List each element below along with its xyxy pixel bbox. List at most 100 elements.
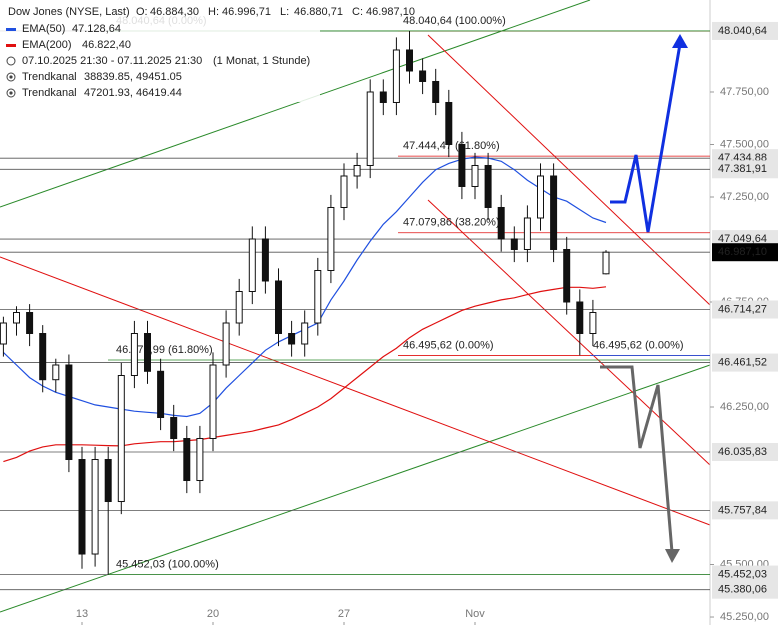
trend-channel <box>0 256 711 526</box>
candle-body <box>445 101 453 145</box>
x-tick-label: 27 <box>338 608 350 620</box>
channel-value: 38839.85, 49451.05 <box>84 71 182 83</box>
stat-name: C: <box>352 6 363 18</box>
candle-body <box>170 417 178 440</box>
price-tag-label: 45.380,06 <box>718 584 767 596</box>
legend-bg <box>0 0 320 102</box>
stat-name: L: <box>280 6 289 18</box>
y-tick-label: 47.500,00 <box>720 138 769 150</box>
price-tag <box>712 565 778 584</box>
fib-label: 46.495,62 (0.00%) <box>403 339 494 351</box>
x-tick-label: Nov <box>465 608 485 620</box>
trend-channel <box>0 0 591 208</box>
stat-value: 46.996,71 <box>222 6 271 18</box>
candle-body <box>39 333 47 381</box>
y-tick-label: 47.750,00 <box>720 86 769 98</box>
candle-body <box>301 322 309 345</box>
arrow-head <box>665 549 680 563</box>
candle-body <box>235 290 243 324</box>
price-tag-label: 47.049,64 <box>718 233 767 245</box>
price-tag-label: 45.452,03 <box>718 568 767 580</box>
candle-body <box>78 459 86 555</box>
price-tag <box>712 21 778 40</box>
trend-channel <box>427 199 711 466</box>
legend-label: EMA(50) <box>22 23 65 35</box>
candle-body <box>550 175 558 250</box>
candle-body <box>26 312 34 335</box>
projection-arrow <box>600 365 674 553</box>
legend-value: 47.128,64 <box>72 23 121 35</box>
projection-arrow <box>610 43 682 233</box>
candle-body <box>104 459 112 503</box>
ema-line <box>3 286 607 463</box>
candle-body <box>52 364 60 381</box>
candle-body <box>144 333 151 372</box>
price-tag <box>712 442 778 461</box>
candle-body <box>183 438 191 482</box>
candle-body <box>261 238 269 282</box>
candle-body <box>432 80 440 103</box>
fib-label: 48.040,64 (100.00%) <box>403 15 506 27</box>
candle-body <box>497 206 505 240</box>
stat-value: 46.987,10 <box>366 6 415 18</box>
stat-value: 46.884,30 <box>150 6 199 18</box>
price-tag-label: 45.757,84 <box>718 504 767 516</box>
candle-body <box>510 238 518 250</box>
price-tag-label: 46.987,10 <box>718 246 767 258</box>
price-tag-label: 47.381,91 <box>718 163 767 175</box>
candle-body <box>222 322 230 366</box>
candle-body <box>576 301 584 335</box>
candle-body <box>130 333 138 377</box>
arrow-head <box>672 34 688 48</box>
candle-body <box>458 143 466 187</box>
price-tag-label: 46.714,27 <box>718 303 767 315</box>
channel-name: Trendkanal <box>22 71 77 83</box>
legend-icon <box>9 75 13 79</box>
candle-body <box>275 280 282 335</box>
candle-body <box>523 217 531 250</box>
fib-label: 46.473,99 (61.80%) <box>116 344 213 356</box>
candle-body <box>248 238 256 292</box>
period: 07.10.2025 21:30 - 07.11.2025 21:30 <box>22 55 202 67</box>
candle-body <box>353 164 361 177</box>
fib-label: 45.452,03 (100.00%) <box>116 558 219 570</box>
fib-label: 46.495,62 (0.00%) <box>593 339 684 351</box>
candle-body <box>117 375 125 503</box>
chart-title: Dow Jones (NYSE, Last) <box>8 6 130 18</box>
y-tick-label: 47.250,00 <box>720 191 769 203</box>
stat-value: 46.880,71 <box>294 6 343 18</box>
stat-name: H: <box>208 6 219 18</box>
candle-body <box>314 269 322 324</box>
candle-body <box>392 49 400 103</box>
price-tag <box>712 160 778 179</box>
candle-body <box>563 248 571 303</box>
candle-body <box>209 364 217 440</box>
candle-body <box>537 175 544 219</box>
price-tag <box>712 353 778 372</box>
price-tag <box>712 300 778 319</box>
candle-body <box>91 459 99 555</box>
channel-name: Trendkanal <box>22 87 77 99</box>
candle-body <box>0 322 7 345</box>
legend-label: EMA(200) <box>22 39 72 51</box>
price-tag-label: 46.035,83 <box>718 446 767 458</box>
y-tick-label: 45.250,00 <box>720 611 769 623</box>
trend-channel <box>427 34 711 306</box>
candle-body <box>196 438 204 482</box>
legend: Dow Jones (NYSE, Last) O: 46.884,30 H: 46.9… <box>0 0 415 102</box>
price-tag-label: 48.040,64 <box>718 25 767 37</box>
legend-swatch <box>6 28 16 31</box>
trend-channel <box>0 364 711 613</box>
y-tick-label: 46.250,00 <box>720 401 769 413</box>
candle-body <box>65 364 73 461</box>
candle-body <box>340 175 348 208</box>
candle-body <box>157 370 165 419</box>
legend-icon <box>6 56 16 66</box>
candle-body <box>288 333 296 345</box>
legend-swatch <box>6 44 16 47</box>
fib-label: 47.079,86 (38.20%) <box>403 217 500 229</box>
candle-body <box>589 312 597 335</box>
legend-icon <box>9 91 13 95</box>
price-tag-label: 46.461,52 <box>718 356 767 368</box>
